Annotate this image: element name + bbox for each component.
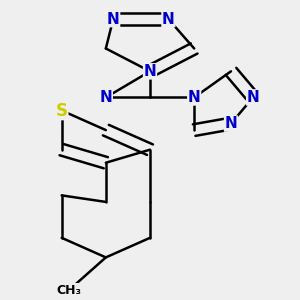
Text: N: N <box>247 90 260 105</box>
Text: CH₃: CH₃ <box>56 284 82 297</box>
Text: N: N <box>188 90 200 105</box>
Text: S: S <box>56 101 68 119</box>
Text: N: N <box>162 12 175 27</box>
Text: N: N <box>100 90 112 105</box>
Text: N: N <box>225 116 237 131</box>
Text: N: N <box>107 12 120 27</box>
Text: N: N <box>144 64 156 79</box>
